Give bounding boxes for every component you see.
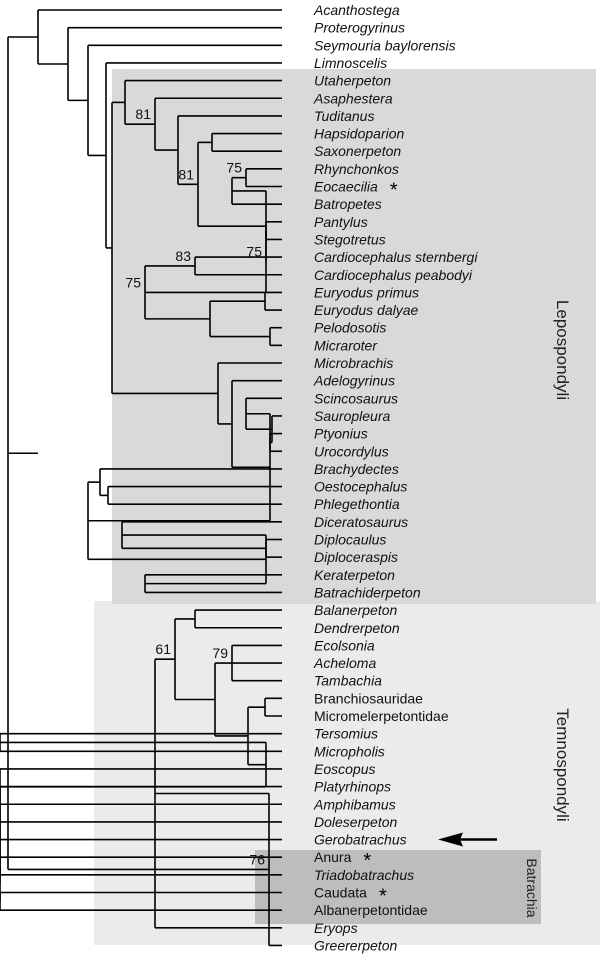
taxon-label: Phlegethontia [314,496,400,512]
taxon-label: Tuditanus [314,108,374,124]
taxon-label: Micropholis [314,743,385,759]
taxon-label: Albanerpetontidae [314,902,428,918]
batrachia-label: Batrachia [524,858,540,917]
taxon-label: Branchiosauridae [314,690,423,706]
support-value: 79 [212,645,228,661]
taxon-label: Doleserpeton [314,814,397,830]
support-value: 81 [135,106,151,122]
support-value: 75 [125,274,141,290]
support-value: 81 [178,166,194,182]
taxon-label: Oestocephalus [314,479,407,495]
taxon-label: Triadobatrachus [314,867,414,883]
taxon-label: Brachydectes [314,461,399,477]
taxon-label: Hapsidoparion [314,126,404,142]
taxon-label: Ecolsonia [314,637,375,653]
support-value: 76 [249,851,265,867]
lepospondyli-box [112,69,596,604]
batrachia-box [255,850,541,924]
taxon-label: Limnoscelis [314,55,387,71]
taxon-label: Seymouria baylorensis [314,37,456,53]
support-value: 75 [226,160,242,176]
taxon-label: Stegotretus [314,231,386,247]
taxon-label: Micraroter [314,337,378,353]
taxon-label: Acanthostega [313,2,400,18]
taxon-label: Acheloma [313,655,376,671]
taxon-label: Diplocaulus [314,532,386,548]
support-value: 61 [155,641,171,657]
taxon-label: Asaphestera [313,90,393,106]
taxon-label: Euryodus primus [314,284,419,300]
taxon-label: Sauropleura [314,408,390,424]
taxon-label: Gerobatrachus [314,832,407,848]
support-value: 75 [246,244,262,260]
taxon-label: Dendrerpeton [314,620,400,636]
taxon-label: Balanerpeton [314,602,398,618]
taxon-label: Batrachiderpeton [314,584,421,600]
taxon-label: Proterogyrinus [314,20,405,36]
taxon-label: Adelogyrinus [313,373,395,389]
taxon-label: Rhynchonkos [314,161,399,177]
taxon-label: Keraterpeton [314,567,395,583]
star-icon: * [363,850,371,872]
lepospondyli-label: Lepospondyli [553,300,572,400]
taxon-label: Diploceraspis [314,549,398,565]
taxon-label: Diceratosaurus [314,514,408,530]
taxon-label: Cardiocephalus peabodyi [314,267,473,283]
taxon-label: Saxonerpeton [314,143,401,159]
taxon-label: Pantylus [314,214,368,230]
taxon-label: Microbrachis [314,355,393,371]
taxon-label: Batropetes [314,196,382,212]
taxon-label: Anura [314,849,352,865]
support-value: 83 [175,248,191,264]
taxon-label: Eocaecilia [314,179,378,195]
taxon-label: Amphibamus [313,796,396,812]
taxon-label: Eryops [314,920,358,936]
taxon-label: Utaherpeton [314,73,391,89]
taxon-label: Caudata [314,885,367,901]
taxon-label: Tersomius [314,726,378,742]
taxon-label: Urocordylus [314,443,389,459]
taxon-label: Scincosaurus [314,390,398,406]
taxon-label: Cardiocephalus sternbergi [314,249,478,265]
taxon-label: Platyrhinops [314,779,391,795]
star-icon: * [390,180,398,202]
arrow-left-icon [438,832,497,847]
taxon-label: Micromelerpetontidae [314,708,449,724]
star-icon: * [379,886,387,908]
taxon-label: Ptyonius [314,426,368,442]
taxon-label: Pelodosotis [314,320,386,336]
taxon-label: Eoscopus [314,761,375,777]
taxon-label: Greererpeton [314,937,397,953]
taxon-label: Euryodus dalyae [314,302,419,318]
taxon-label: Tambachia [314,673,382,689]
temnospondyli-label: Temnospondyli [553,708,572,821]
